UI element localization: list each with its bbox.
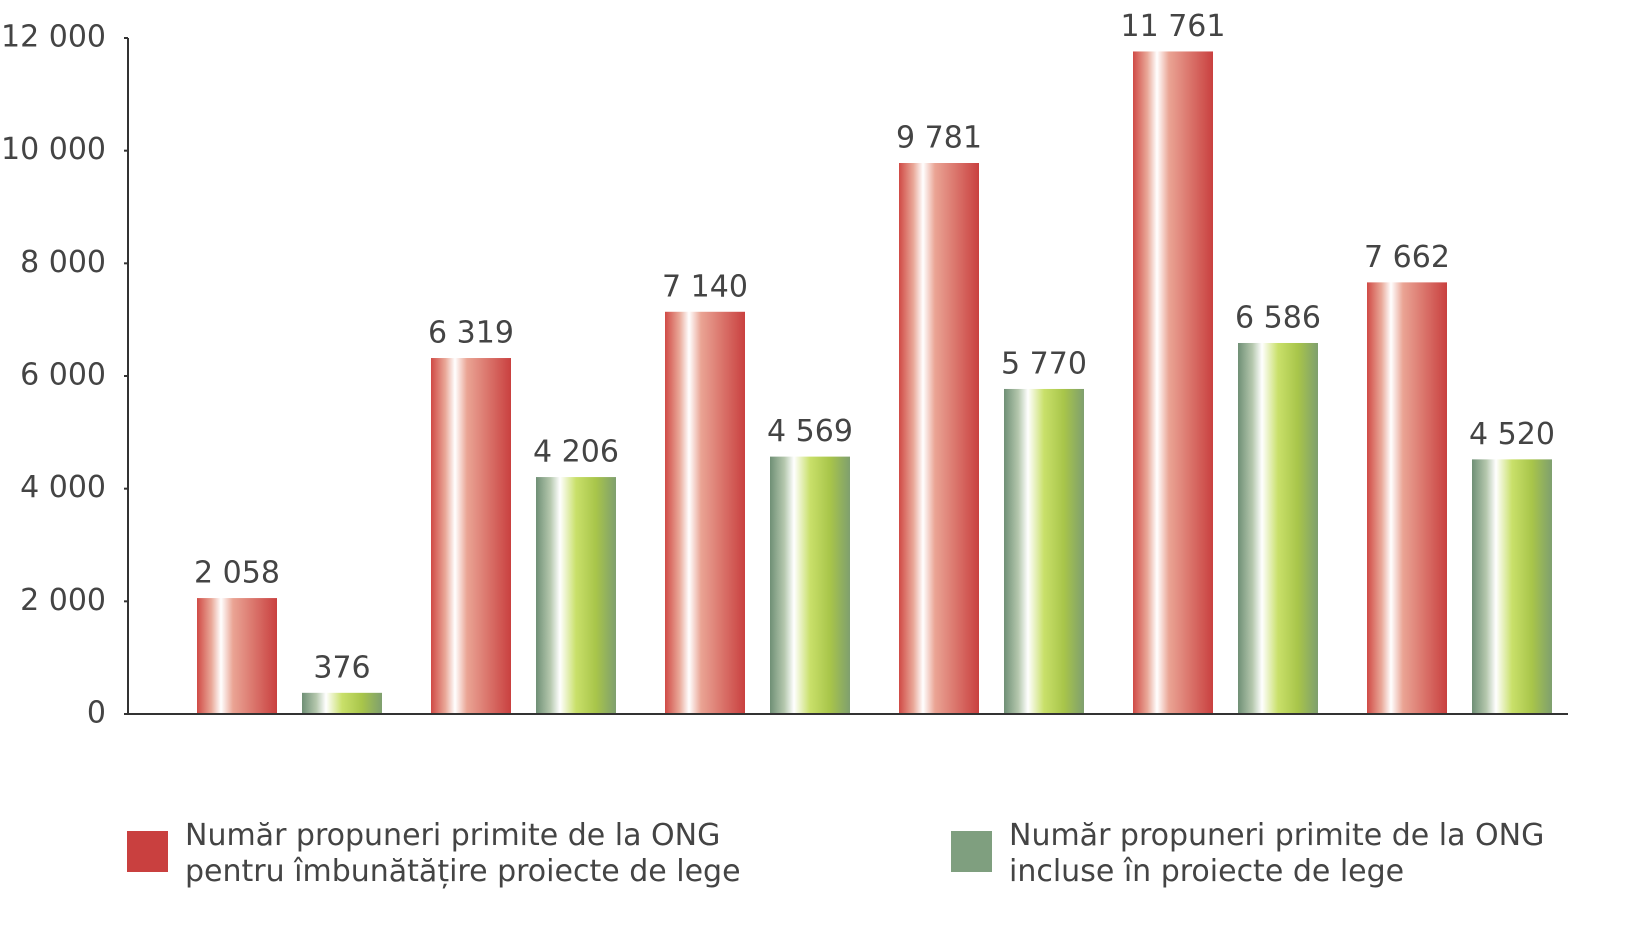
y-tick-label: 6 000 — [20, 358, 106, 393]
value-label: 2 058 — [194, 556, 280, 591]
bar — [431, 358, 511, 714]
value-label: 4 206 — [533, 435, 619, 470]
bar — [1367, 282, 1447, 714]
bar — [1472, 459, 1552, 714]
bar — [1004, 388, 1084, 714]
y-tick-label: 2 000 — [20, 583, 106, 618]
value-label: 6 586 — [1235, 300, 1321, 335]
legend-swatch — [951, 831, 992, 872]
legend-swatch — [127, 831, 168, 872]
value-label: 4 520 — [1469, 417, 1555, 452]
bar — [197, 598, 277, 714]
y-tick-label: 8 000 — [20, 245, 106, 280]
value-label: 376 — [313, 650, 370, 685]
bar — [536, 477, 616, 714]
y-tick-label: 12 000 — [1, 20, 106, 55]
value-label: 9 781 — [896, 121, 982, 156]
legend-label: Număr propuneri primite de la ONG pentru… — [185, 818, 741, 889]
value-label: 11 761 — [1121, 9, 1226, 44]
chart: 0 2 000 4 000 6 000 8 000 10 000 12 000 2 058 6 … — [1, 9, 1568, 731]
bar — [1238, 342, 1318, 714]
value-label: 5 770 — [1001, 346, 1087, 381]
legend-label: Număr propuneri primite de la ONG inclus… — [1009, 818, 1545, 889]
bar — [770, 456, 850, 714]
value-label: 4 569 — [767, 414, 853, 449]
bar — [302, 692, 382, 714]
value-label: 7 662 — [1364, 240, 1450, 275]
bar — [1133, 51, 1213, 714]
bar — [665, 311, 745, 714]
y-tick-label: 0 — [87, 696, 106, 731]
value-label: 7 140 — [662, 269, 748, 304]
bar — [899, 163, 979, 714]
y-tick-label: 4 000 — [20, 470, 106, 505]
y-tick-label: 10 000 — [1, 132, 106, 167]
value-label: 6 319 — [428, 316, 514, 351]
